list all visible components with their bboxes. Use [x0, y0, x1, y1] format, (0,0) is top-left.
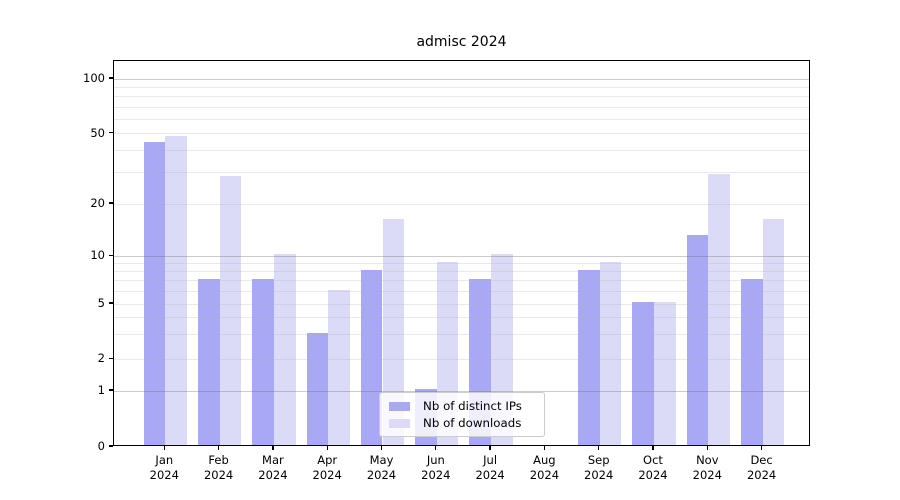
x-tick-mark	[326, 446, 328, 450]
bar-ips-nov	[686, 234, 709, 445]
legend-label: Nb of distinct IPs	[423, 399, 522, 413]
x-tick-label-mar: Mar 2024	[258, 453, 288, 482]
x-tick-mark	[652, 446, 654, 450]
x-tick-mark	[272, 446, 274, 450]
bar-downloads-jan	[165, 136, 187, 445]
x-tick-label-jan: Jan 2024	[149, 453, 179, 482]
bar-ips-apr	[306, 332, 329, 445]
y-tick-label-100: 100	[83, 71, 105, 85]
y-tick-mark	[109, 132, 113, 134]
x-tick-mark	[380, 446, 383, 450]
x-tick-mark	[760, 446, 763, 450]
bar-ips-mar	[252, 278, 274, 445]
x-tick-mark	[163, 446, 165, 450]
bar-downloads-nov	[708, 173, 730, 445]
y-tick-mark	[109, 302, 113, 304]
legend-label: Nb of downloads	[423, 416, 522, 430]
x-tick-label-feb: Feb 2024	[203, 453, 234, 482]
gridline-70	[114, 106, 809, 108]
bar-ips-jan	[143, 141, 166, 445]
bar-ips-sep	[578, 269, 600, 445]
y-tick-label-2: 2	[97, 351, 105, 366]
bar-downloads-oct	[654, 302, 676, 445]
y-tick-mark	[109, 445, 113, 447]
bar-downloads-feb	[219, 176, 242, 445]
bar-downloads-dec	[762, 218, 785, 445]
gridline-30	[114, 172, 809, 174]
bar-downloads-sep	[599, 261, 622, 445]
gridline-60	[114, 118, 809, 120]
x-tick-mark	[435, 446, 437, 450]
bar-ips-dec	[740, 278, 763, 445]
x-tick-label-jun: Jun 2024	[421, 453, 451, 482]
y-tick-label-50: 50	[90, 125, 105, 140]
y-tick-mark	[109, 202, 113, 204]
bar-ips-may	[360, 269, 383, 445]
x-tick-mark	[598, 446, 600, 450]
bar-downloads-mar	[273, 254, 296, 445]
x-tick-label-may: May 2024	[366, 453, 397, 482]
bar-downloads-may	[382, 218, 405, 445]
gridline-20	[114, 203, 809, 205]
gridline-50	[114, 133, 809, 135]
y-tick-mark	[109, 254, 113, 256]
chart-title: admisc 2024	[416, 34, 507, 50]
y-tick-label-5: 5	[97, 296, 105, 310]
gridline-40	[114, 150, 809, 152]
x-tick-label-oct: Oct 2024	[638, 453, 668, 482]
x-tick-label-sep: Sep 2024	[584, 453, 614, 482]
y-tick-label-0: 0	[97, 439, 105, 453]
y-tick-label-10: 10	[90, 248, 105, 263]
x-tick-label-apr: Apr 2024	[312, 453, 342, 482]
legend: Nb of distinct IPs Nb of downloads	[379, 392, 545, 437]
bar-ips-feb	[197, 278, 220, 445]
y-tick-mark	[109, 77, 113, 79]
legend-item-distinct-ips: Nb of distinct IPs	[387, 399, 537, 413]
x-tick-label-dec: Dec 2024	[746, 453, 777, 482]
x-tick-label-aug: Aug 2024	[529, 453, 560, 482]
y-tick-label-1: 1	[97, 383, 105, 397]
legend-item-downloads: Nb of downloads	[387, 416, 537, 430]
x-tick-label-jul: Jul 2024	[475, 453, 505, 482]
y-tick-mark	[109, 389, 113, 391]
x-tick-label-nov: Nov 2024	[692, 453, 722, 482]
x-tick-mark	[543, 446, 546, 450]
plot-area	[113, 60, 810, 446]
x-tick-mark	[217, 446, 220, 450]
x-tick-mark	[706, 446, 708, 450]
gridline-90	[114, 86, 809, 88]
y-tick-mark	[109, 357, 113, 359]
bar-ips-oct	[632, 302, 654, 445]
legend-swatch-downloads	[389, 418, 410, 428]
x-tick-mark	[489, 446, 491, 450]
gridline-100	[114, 78, 809, 80]
bar-downloads-apr	[328, 289, 350, 445]
gridline-80	[114, 96, 809, 98]
y-tick-label-20: 20	[90, 196, 105, 210]
legend-swatch-distinct-ips	[389, 401, 410, 411]
